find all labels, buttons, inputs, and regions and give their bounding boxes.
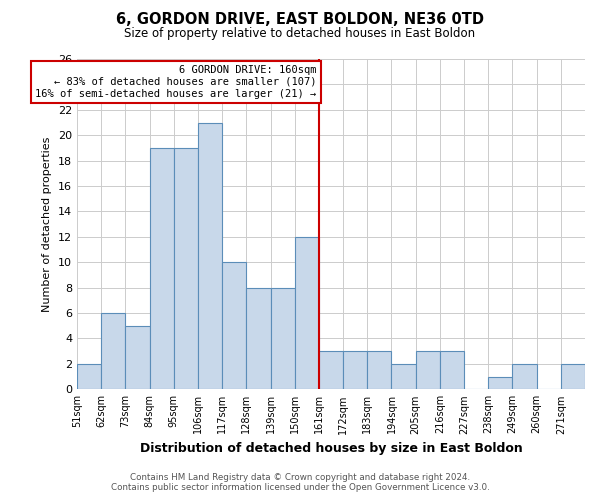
Bar xyxy=(101,313,125,390)
Text: Contains HM Land Registry data © Crown copyright and database right 2024.
Contai: Contains HM Land Registry data © Crown c… xyxy=(110,473,490,492)
Bar xyxy=(391,364,416,390)
Bar xyxy=(247,288,271,390)
Bar xyxy=(512,364,536,390)
Bar xyxy=(561,364,585,390)
Bar xyxy=(149,148,174,390)
Bar xyxy=(198,122,222,390)
Bar xyxy=(222,262,247,390)
Bar xyxy=(295,237,319,390)
Bar xyxy=(367,351,391,390)
Y-axis label: Number of detached properties: Number of detached properties xyxy=(43,136,52,312)
Bar xyxy=(343,351,367,390)
Bar xyxy=(416,351,440,390)
Bar xyxy=(125,326,149,390)
Text: Size of property relative to detached houses in East Boldon: Size of property relative to detached ho… xyxy=(124,28,476,40)
Bar xyxy=(77,364,101,390)
X-axis label: Distribution of detached houses by size in East Boldon: Distribution of detached houses by size … xyxy=(140,442,523,455)
Bar xyxy=(271,288,295,390)
Text: 6 GORDON DRIVE: 160sqm
← 83% of detached houses are smaller (107)
16% of semi-de: 6 GORDON DRIVE: 160sqm ← 83% of detached… xyxy=(35,66,317,98)
Bar xyxy=(440,351,464,390)
Bar xyxy=(174,148,198,390)
Text: 6, GORDON DRIVE, EAST BOLDON, NE36 0TD: 6, GORDON DRIVE, EAST BOLDON, NE36 0TD xyxy=(116,12,484,28)
Bar xyxy=(319,351,343,390)
Bar xyxy=(488,376,512,390)
